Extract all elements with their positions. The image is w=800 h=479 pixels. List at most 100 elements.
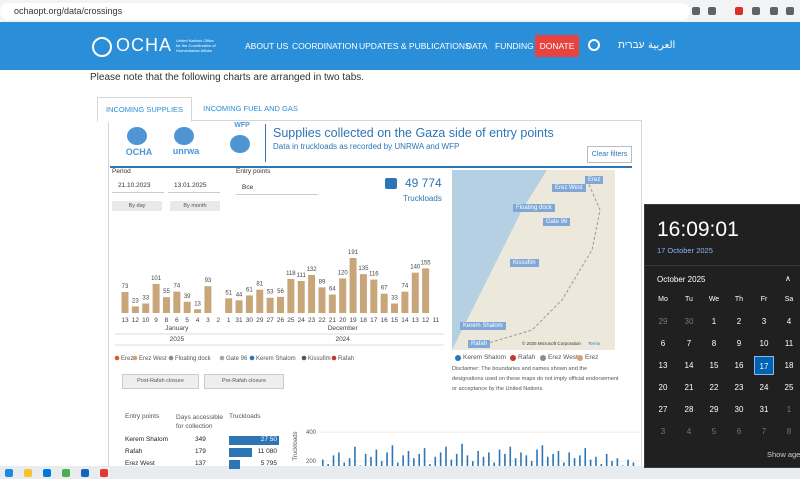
calendar-day[interactable]: 6: [660, 339, 666, 348]
calendar-nav[interactable]: ∧: [785, 274, 791, 283]
search-icon[interactable]: [588, 39, 600, 51]
dashboard-subtitle: Data in truckloads as recorded by UNRWA …: [273, 142, 460, 151]
calendar-day[interactable]: 13: [658, 361, 668, 370]
clock-date[interactable]: 17 October 2025: [657, 246, 713, 255]
browser-icon[interactable]: [752, 7, 760, 15]
calendar-day[interactable]: 7: [761, 427, 767, 436]
calendar-day[interactable]: 24: [759, 383, 769, 392]
url: ochaopt.org/data/crossings: [14, 6, 123, 16]
entry-dropdown[interactable]: Все: [236, 180, 318, 195]
date-input[interactable]: 13.01.2025: [168, 178, 220, 193]
calendar-day[interactable]: 29: [658, 317, 668, 326]
calendar-day[interactable]: 4: [686, 427, 692, 436]
browser-icon[interactable]: [735, 7, 743, 15]
map-label[interactable]: Floating dock: [513, 204, 555, 212]
nav-item[interactable]: UPDATES & PUBLICATIONS: [359, 41, 471, 51]
tab[interactable]: INCOMING SUPPLIES: [97, 97, 192, 122]
show-agenda[interactable]: Show agen: [767, 450, 800, 459]
bar: [621, 465, 624, 466]
calendar-day[interactable]: 1: [711, 317, 717, 326]
dashboard-title: Supplies collected on the Gaza side of e…: [273, 126, 554, 140]
calendar-month[interactable]: October 2025: [657, 275, 706, 284]
calendar-day[interactable]: 5: [711, 427, 717, 436]
data-label: 44: [236, 292, 243, 298]
calendar-day[interactable]: 4: [786, 317, 792, 326]
calendar-day[interactable]: 16: [734, 361, 744, 370]
browser-icon[interactable]: [692, 7, 700, 15]
calendar-day[interactable]: 18: [784, 361, 794, 370]
calendar-day[interactable]: 27: [658, 405, 668, 414]
nav-item[interactable]: ABOUT US: [245, 41, 289, 51]
closure-button[interactable]: Post-Rafah closure: [122, 374, 199, 389]
calendar-day[interactable]: 9: [736, 339, 742, 348]
map-label[interactable]: Kissufim: [510, 259, 539, 267]
calendar-day[interactable]: 20: [658, 383, 668, 392]
calendar-day[interactable]: 14: [684, 361, 694, 370]
calendar-day[interactable]: 23: [734, 383, 744, 392]
donate-button[interactable]: DONATE: [535, 35, 579, 57]
nav-item[interactable]: COORDINATION: [292, 41, 358, 51]
calendar-day[interactable]: 3: [761, 317, 767, 326]
calendar-day[interactable]: 8: [711, 339, 717, 348]
browser-icon[interactable]: [708, 7, 716, 15]
bar: [256, 289, 264, 313]
tab[interactable]: INCOMING FUEL AND GAS: [203, 104, 298, 113]
calendar-day[interactable]: 3: [660, 427, 666, 436]
map-label[interactable]: Erez West: [552, 184, 586, 192]
map-terms[interactable]: Terms: [588, 341, 601, 346]
bar: [563, 462, 565, 466]
taskbar-icon[interactable]: [24, 469, 32, 477]
calendar-day[interactable]: 17: [754, 356, 774, 375]
calendar-day[interactable]: 22: [709, 383, 719, 392]
calendar-day[interactable]: 25: [784, 383, 794, 392]
taskbar-icon[interactable]: [5, 469, 13, 477]
clear-filters[interactable]: Clear filters: [587, 146, 632, 163]
calendar-day[interactable]: 15: [709, 361, 719, 370]
granularity-button[interactable]: By day: [112, 201, 162, 211]
x-tick-label: 18: [360, 317, 368, 324]
table-bar: [229, 460, 240, 469]
calendar-day[interactable]: 21: [684, 383, 694, 392]
bar: [380, 293, 388, 313]
calendar-day[interactable]: 11: [784, 339, 794, 348]
language-link[interactable]: العربية: [648, 40, 676, 51]
calendar-day[interactable]: 30: [684, 317, 694, 326]
calendar-day[interactable]: 7: [686, 339, 692, 348]
map-label[interactable]: Kerem Shalom: [460, 322, 506, 330]
table-cell: 179: [195, 448, 206, 455]
x-tick-label: 25: [287, 317, 295, 324]
granularity-button[interactable]: By month: [170, 201, 220, 211]
browser-icon[interactable]: [786, 7, 794, 15]
table-cell: 11 080: [257, 448, 277, 455]
language-link[interactable]: עברית: [618, 40, 645, 51]
map-label[interactable]: Gate 96: [543, 218, 571, 226]
calendar-day[interactable]: 28: [684, 405, 694, 414]
browser-icon[interactable]: [770, 7, 778, 15]
address-field[interactable]: [0, 3, 690, 20]
date-input[interactable]: 21.10.2023: [112, 178, 164, 193]
bar: [546, 456, 549, 466]
map-label[interactable]: Erez: [585, 176, 604, 184]
bar: [348, 458, 351, 466]
bar: [328, 294, 336, 313]
sea: [452, 170, 547, 350]
calendar-day[interactable]: 30: [734, 405, 744, 414]
table-header: Entry points: [125, 413, 160, 420]
calendar-day[interactable]: 10: [759, 339, 769, 348]
taskbar-icon[interactable]: [81, 469, 89, 477]
map-label[interactable]: Rafah: [468, 340, 491, 348]
calendar-day[interactable]: 29: [709, 405, 719, 414]
weekday: Mo: [658, 296, 668, 303]
map-canvas[interactable]: [452, 170, 615, 350]
taskbar-icon[interactable]: [100, 469, 108, 477]
nav-item[interactable]: DATA: [466, 41, 488, 51]
calendar-day[interactable]: 2: [736, 317, 742, 326]
taskbar-icon[interactable]: [43, 469, 51, 477]
taskbar-icon[interactable]: [62, 469, 70, 477]
calendar-day[interactable]: 31: [759, 405, 769, 414]
calendar-day[interactable]: 6: [736, 427, 742, 436]
nav-item[interactable]: FUNDING: [495, 41, 534, 51]
closure-button[interactable]: Pre-Rafah closure: [204, 374, 284, 389]
calendar-day[interactable]: 1: [786, 405, 792, 414]
calendar-day[interactable]: 8: [786, 427, 792, 436]
